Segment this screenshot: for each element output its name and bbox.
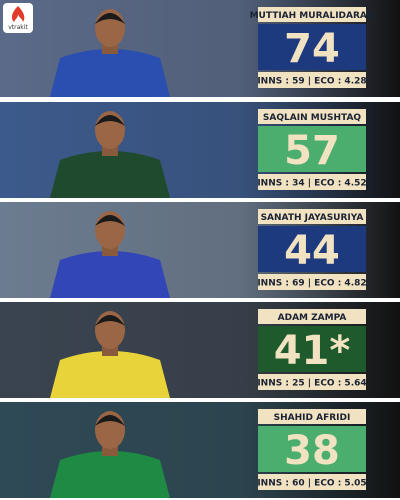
player-hair [95, 115, 125, 126]
player-row: SHAHID AFRIDI 38 INNS : 60 | ECO : 5.05 [0, 402, 400, 498]
name-box [258, 309, 366, 324]
player-name: SAQLAIN MUSHTAQ [263, 113, 361, 123]
player-stats: INNS : 34 | ECO : 4.52 [257, 179, 366, 189]
wickets: 41* [274, 328, 351, 374]
player-hair [95, 215, 125, 226]
logo-flame [11, 6, 25, 22]
player-stats: INNS : 59 | ECO : 4.28 [257, 77, 366, 87]
player-body [50, 49, 170, 97]
player-body [50, 451, 170, 498]
player-name: MUTTIAH MURALIDARAN [250, 11, 375, 21]
wickets-box [258, 426, 366, 472]
player-row: SAQLAIN MUSHTAQ 57 INNS : 34 | ECO : 4.52 [0, 102, 400, 198]
wickets: 57 [284, 128, 340, 174]
player-hair [95, 13, 125, 24]
player-body [50, 151, 170, 198]
name-box [258, 409, 366, 424]
player-name: ADAM ZAMPA [278, 313, 347, 323]
stats-box [258, 174, 366, 190]
logo-box [3, 3, 33, 33]
name-box [258, 7, 366, 22]
player-hair [95, 415, 125, 426]
wickets: 44 [284, 228, 340, 274]
wickets-box [258, 226, 366, 272]
name-box [258, 209, 366, 224]
player-row: ADAM ZAMPA 41* INNS : 25 | ECO : 5.64 [0, 302, 400, 398]
logo: vtrakit [3, 3, 33, 33]
player-stats: INNS : 69 | ECO : 4.82 [257, 279, 366, 289]
wickets-box [258, 326, 366, 372]
player-row: MUTTIAH MURALIDARAN 74 INNS : 59 | ECO : 4… [0, 0, 400, 97]
player-hair [95, 315, 125, 326]
wickets: 74 [284, 26, 340, 72]
stats-box [258, 274, 366, 290]
brand: vtrakit [8, 24, 28, 31]
wickets-box [258, 24, 366, 70]
player-row: SANATH JAYASURIYA 44 INNS : 69 | ECO : 4.8… [0, 202, 400, 298]
player-body [50, 351, 170, 398]
player-stats: INNS : 25 | ECO : 5.64 [257, 379, 366, 389]
player-body [50, 251, 170, 298]
wickets-box [258, 126, 366, 172]
name-box [258, 109, 366, 124]
wickets: 38 [284, 428, 340, 474]
stats-box [258, 72, 366, 88]
stats-box [258, 374, 366, 390]
stats-box [258, 474, 366, 490]
player-stats: INNS : 60 | ECO : 5.05 [257, 479, 366, 489]
player-name: SANATH JAYASURIYA [261, 213, 364, 223]
player-name: SHAHID AFRIDI [274, 413, 351, 423]
